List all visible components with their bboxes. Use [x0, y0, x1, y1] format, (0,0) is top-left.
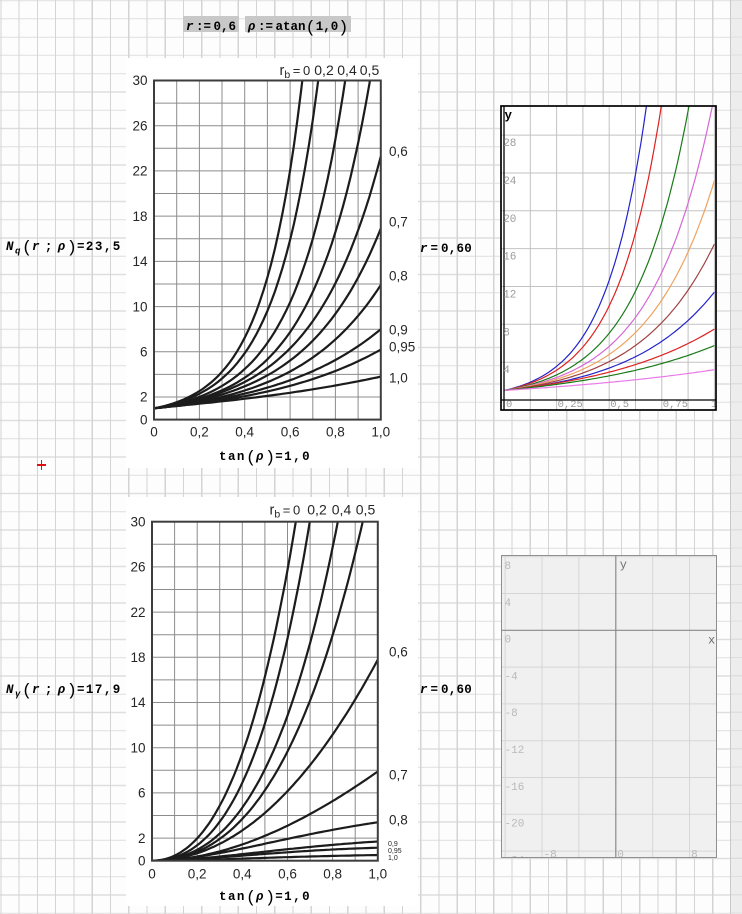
svg-text:y: y	[620, 558, 627, 572]
svg-text:1,0: 1,0	[368, 867, 387, 882]
svg-text:0,6: 0,6	[389, 645, 408, 660]
svg-text:0: 0	[148, 867, 156, 882]
svg-text:0,9: 0,9	[389, 323, 408, 338]
svg-text:0,4: 0,4	[337, 62, 357, 78]
svg-text:0: 0	[140, 412, 148, 427]
svg-text:0,7: 0,7	[389, 768, 408, 783]
svg-text:0: 0	[505, 635, 512, 647]
svg-text:-12: -12	[505, 745, 525, 757]
svg-text:6: 6	[140, 345, 148, 360]
svg-text:-24: -24	[505, 855, 525, 858]
svg-text:0,2: 0,2	[190, 425, 209, 440]
svg-text:26: 26	[130, 560, 145, 575]
svg-text:0: 0	[138, 853, 146, 868]
svg-text:0,8: 0,8	[389, 813, 408, 828]
svg-text:0,2: 0,2	[307, 502, 327, 518]
svg-text:-4: -4	[505, 671, 519, 683]
svg-text:0,2: 0,2	[314, 62, 334, 78]
svg-text:4: 4	[503, 365, 510, 377]
svg-text:1,0: 1,0	[389, 371, 408, 386]
svg-text:8: 8	[505, 561, 512, 573]
svg-text:rb = 0: rb = 0	[270, 503, 301, 521]
svg-text:0,95: 0,95	[389, 340, 415, 355]
svg-text:18: 18	[130, 650, 145, 665]
svg-text:10: 10	[132, 299, 147, 314]
svg-text:0,25: 0,25	[558, 399, 583, 411]
svg-text:10: 10	[130, 740, 145, 755]
svg-text:-8: -8	[544, 850, 557, 859]
svg-text:0,8: 0,8	[323, 867, 342, 882]
svg-text:x: x	[708, 633, 715, 647]
svg-text:2: 2	[140, 390, 148, 405]
svg-text:20: 20	[503, 214, 516, 226]
svg-text:2: 2	[138, 831, 146, 846]
svg-text:8: 8	[503, 327, 510, 339]
svg-text:30: 30	[132, 73, 147, 88]
svg-text:0,9: 0,9	[388, 841, 398, 848]
svg-text:0,5: 0,5	[360, 62, 380, 78]
svg-text:0,95: 0,95	[388, 848, 402, 855]
svg-text:0,4: 0,4	[233, 867, 252, 882]
svg-text:-8: -8	[505, 708, 518, 720]
svg-text:0,8: 0,8	[389, 269, 408, 284]
svg-text:1: 1	[711, 399, 717, 411]
svg-text:0,2: 0,2	[188, 867, 207, 882]
svg-text:0,4: 0,4	[235, 425, 254, 440]
svg-text:18: 18	[132, 209, 147, 224]
svg-text:0: 0	[617, 850, 624, 859]
svg-text:0,75: 0,75	[663, 399, 688, 411]
svg-text:14: 14	[132, 254, 148, 269]
svg-text:4: 4	[505, 598, 512, 610]
svg-text:1,0: 1,0	[371, 425, 390, 440]
svg-text:0,6: 0,6	[278, 867, 297, 882]
svg-text:16: 16	[503, 252, 516, 264]
svg-text:24: 24	[503, 176, 517, 188]
svg-text:rb = 0: rb = 0	[280, 63, 311, 81]
svg-text:-16: -16	[505, 782, 525, 794]
svg-text:8: 8	[691, 850, 698, 859]
svg-text:1,0: 1,0	[388, 855, 398, 862]
svg-text:30: 30	[130, 514, 145, 529]
svg-text:0,6: 0,6	[389, 144, 408, 159]
svg-text:0: 0	[506, 399, 512, 411]
svg-text:28: 28	[503, 138, 516, 150]
svg-text:14: 14	[130, 695, 146, 710]
svg-text:26: 26	[132, 118, 147, 133]
svg-text:0,8: 0,8	[326, 425, 345, 440]
svg-text:22: 22	[132, 164, 147, 179]
svg-text:6: 6	[138, 786, 146, 801]
svg-text:-20: -20	[505, 819, 525, 831]
svg-text:12: 12	[503, 290, 516, 302]
svg-text:0,5: 0,5	[356, 502, 376, 518]
svg-text:0,7: 0,7	[389, 215, 408, 230]
svg-text:22: 22	[130, 605, 145, 620]
svg-text:0,4: 0,4	[332, 502, 352, 518]
svg-text:0,5: 0,5	[610, 399, 629, 411]
svg-text:0: 0	[150, 425, 158, 440]
svg-text:0,6: 0,6	[281, 425, 300, 440]
svg-text:y: y	[505, 109, 513, 123]
